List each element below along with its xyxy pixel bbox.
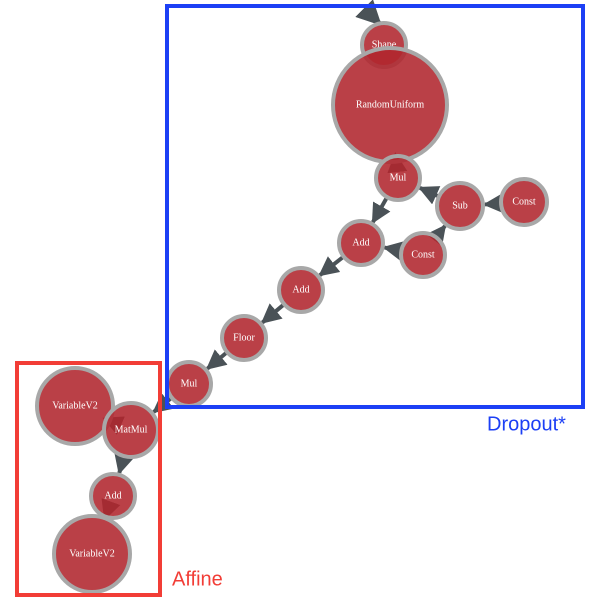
group-label: Affine (172, 568, 223, 590)
node (399, 231, 447, 279)
node-label: RandomUniform (356, 99, 425, 110)
edge (152, 392, 175, 414)
edge (318, 254, 345, 277)
node (35, 366, 115, 446)
nodes: Shape RandomUniform Mul Sub Const Add Const Add… (35, 21, 549, 594)
affine-box (15, 361, 162, 597)
node-label: Shape (372, 39, 397, 50)
node-label: VariableV2 (69, 548, 115, 559)
node (499, 177, 549, 227)
node-label: Add (292, 284, 309, 295)
node-label: Mul (181, 378, 198, 389)
node (435, 181, 485, 231)
node (89, 472, 137, 520)
edge (114, 452, 134, 475)
edge (260, 302, 286, 325)
node-label: Mul (390, 172, 407, 183)
node-label: MatMul (115, 424, 148, 435)
edge (382, 241, 405, 261)
edge (205, 349, 229, 371)
edge (418, 186, 441, 205)
node-label: Floor (233, 332, 255, 343)
node-label: Const (411, 249, 435, 260)
node-label: Const (512, 196, 536, 207)
node (277, 266, 325, 314)
node (337, 219, 385, 267)
node-label: VariableV2 (52, 400, 98, 411)
node (374, 154, 422, 202)
node-label: Add (352, 237, 369, 248)
edge (371, 196, 391, 224)
group-label: Dropout* (487, 413, 566, 435)
edge (426, 224, 447, 247)
node (220, 314, 268, 362)
edge (482, 193, 504, 214)
node (52, 514, 132, 594)
node-label: Add (104, 490, 121, 501)
dropout-box (165, 4, 585, 409)
node-label: Sub (452, 200, 468, 211)
